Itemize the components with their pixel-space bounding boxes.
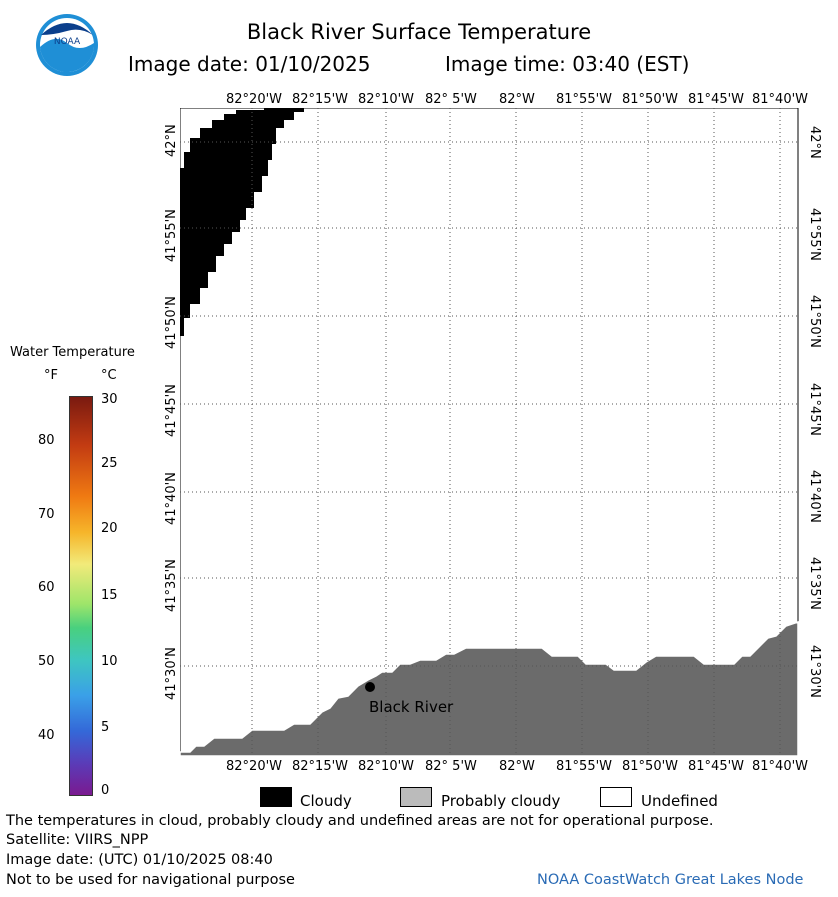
colorbar-f-tick: 80	[38, 433, 55, 448]
colorbar-c-tick: 5	[101, 720, 110, 735]
lat-right-label: 41°50'N	[807, 295, 822, 348]
lat-left-label: 41°55'N	[164, 209, 179, 262]
page-title: Black River Surface Temperature	[246, 20, 592, 44]
lon-top-label: 81°55'W	[556, 92, 613, 107]
colorbar-title: Water Temperature	[10, 345, 135, 360]
legend-label-undefined: Undefined	[641, 792, 718, 810]
lat-right-label: 42°N	[807, 126, 822, 159]
colorbar-f-tick: 50	[38, 654, 55, 669]
colorbar-f-tick: 60	[38, 580, 55, 595]
lon-top-label: 81°50'W	[622, 92, 679, 107]
lon-top-label: 81°40'W	[752, 92, 809, 107]
colorbar-c-tick: 10	[101, 654, 118, 669]
noaa-logo: NOAA	[36, 14, 98, 76]
lon-top-label: 82°15'W	[292, 92, 349, 107]
lon-bottom-label: 82°10'W	[358, 759, 415, 774]
lat-left-label: 41°40'N	[164, 472, 179, 525]
legend-label-cloudy: Cloudy	[300, 792, 352, 810]
lon-bottom-label: 82° 5'W	[425, 759, 477, 774]
disclaimer-text: The temperatures in cloud, probably clou…	[6, 813, 714, 829]
lon-top-label: 81°45'W	[688, 92, 745, 107]
lat-right-label: 41°30'N	[807, 645, 822, 698]
lon-top-label: 82° 5'W	[425, 92, 477, 107]
lat-right-label: 41°45'N	[807, 383, 822, 436]
lon-bottom-label: 81°55'W	[556, 759, 613, 774]
colorbar-c-tick: 30	[101, 392, 118, 407]
lon-bottom-label: 81°50'W	[622, 759, 679, 774]
logo-text: NOAA	[54, 37, 81, 47]
lon-top-label: 82°20'W	[226, 92, 283, 107]
lat-left-label: 41°30'N	[164, 647, 179, 700]
colorbar-c-tick: 20	[101, 521, 118, 536]
lon-top-label: 82°W	[499, 92, 535, 107]
colorbar-f-tick: 70	[38, 507, 55, 522]
lon-bottom-label: 82°15'W	[292, 759, 349, 774]
lon-bottom-label: 82°20'W	[226, 759, 283, 774]
nav-warning-text: Not to be used for navigational purpose	[6, 872, 295, 888]
lon-bottom-label: 81°40'W	[752, 759, 809, 774]
colorbar-unit-c: °C	[101, 368, 117, 383]
lat-left-label: 42°N	[164, 124, 179, 157]
legend-swatch-cloudy	[260, 787, 292, 807]
land-area	[180, 620, 799, 757]
legend-label-probably-cloudy: Probably cloudy	[441, 792, 561, 810]
lat-left-label: 41°45'N	[164, 384, 179, 437]
colorbar-f-tick: 40	[38, 728, 55, 743]
image-date: Image date: 01/10/2025	[128, 52, 371, 76]
colorbar-gradient	[69, 396, 93, 796]
image-time: Image time: 03:40 (EST)	[445, 52, 690, 76]
lon-top-label: 82°10'W	[358, 92, 415, 107]
lon-bottom-label: 82°W	[499, 759, 535, 774]
lat-left-label: 41°35'N	[164, 559, 179, 612]
lat-right-label: 41°40'N	[807, 470, 822, 523]
colorbar-c-tick: 0	[101, 783, 110, 798]
colorbar-c-tick: 25	[101, 456, 118, 471]
lat-right-label: 41°35'N	[807, 557, 822, 610]
satellite-text: Satellite: VIIRS_NPP	[6, 832, 149, 848]
black-river-marker	[365, 682, 375, 692]
credit-text: NOAA CoastWatch Great Lakes Node	[537, 872, 804, 888]
colorbar-c-tick: 15	[101, 588, 118, 603]
lat-right-label: 41°55'N	[807, 208, 822, 261]
legend-swatch-undefined	[600, 787, 632, 807]
colorbar-unit-f: °F	[44, 368, 58, 383]
lon-bottom-label: 81°45'W	[688, 759, 745, 774]
legend-swatch-probably-cloudy	[400, 787, 432, 807]
graticule	[180, 108, 798, 756]
map-panel	[180, 108, 799, 757]
utc-date-text: Image date: (UTC) 01/10/2025 08:40	[6, 852, 273, 868]
lat-left-label: 41°50'N	[164, 296, 179, 349]
cloud-area	[180, 108, 304, 336]
station-label: Black River	[369, 698, 454, 716]
